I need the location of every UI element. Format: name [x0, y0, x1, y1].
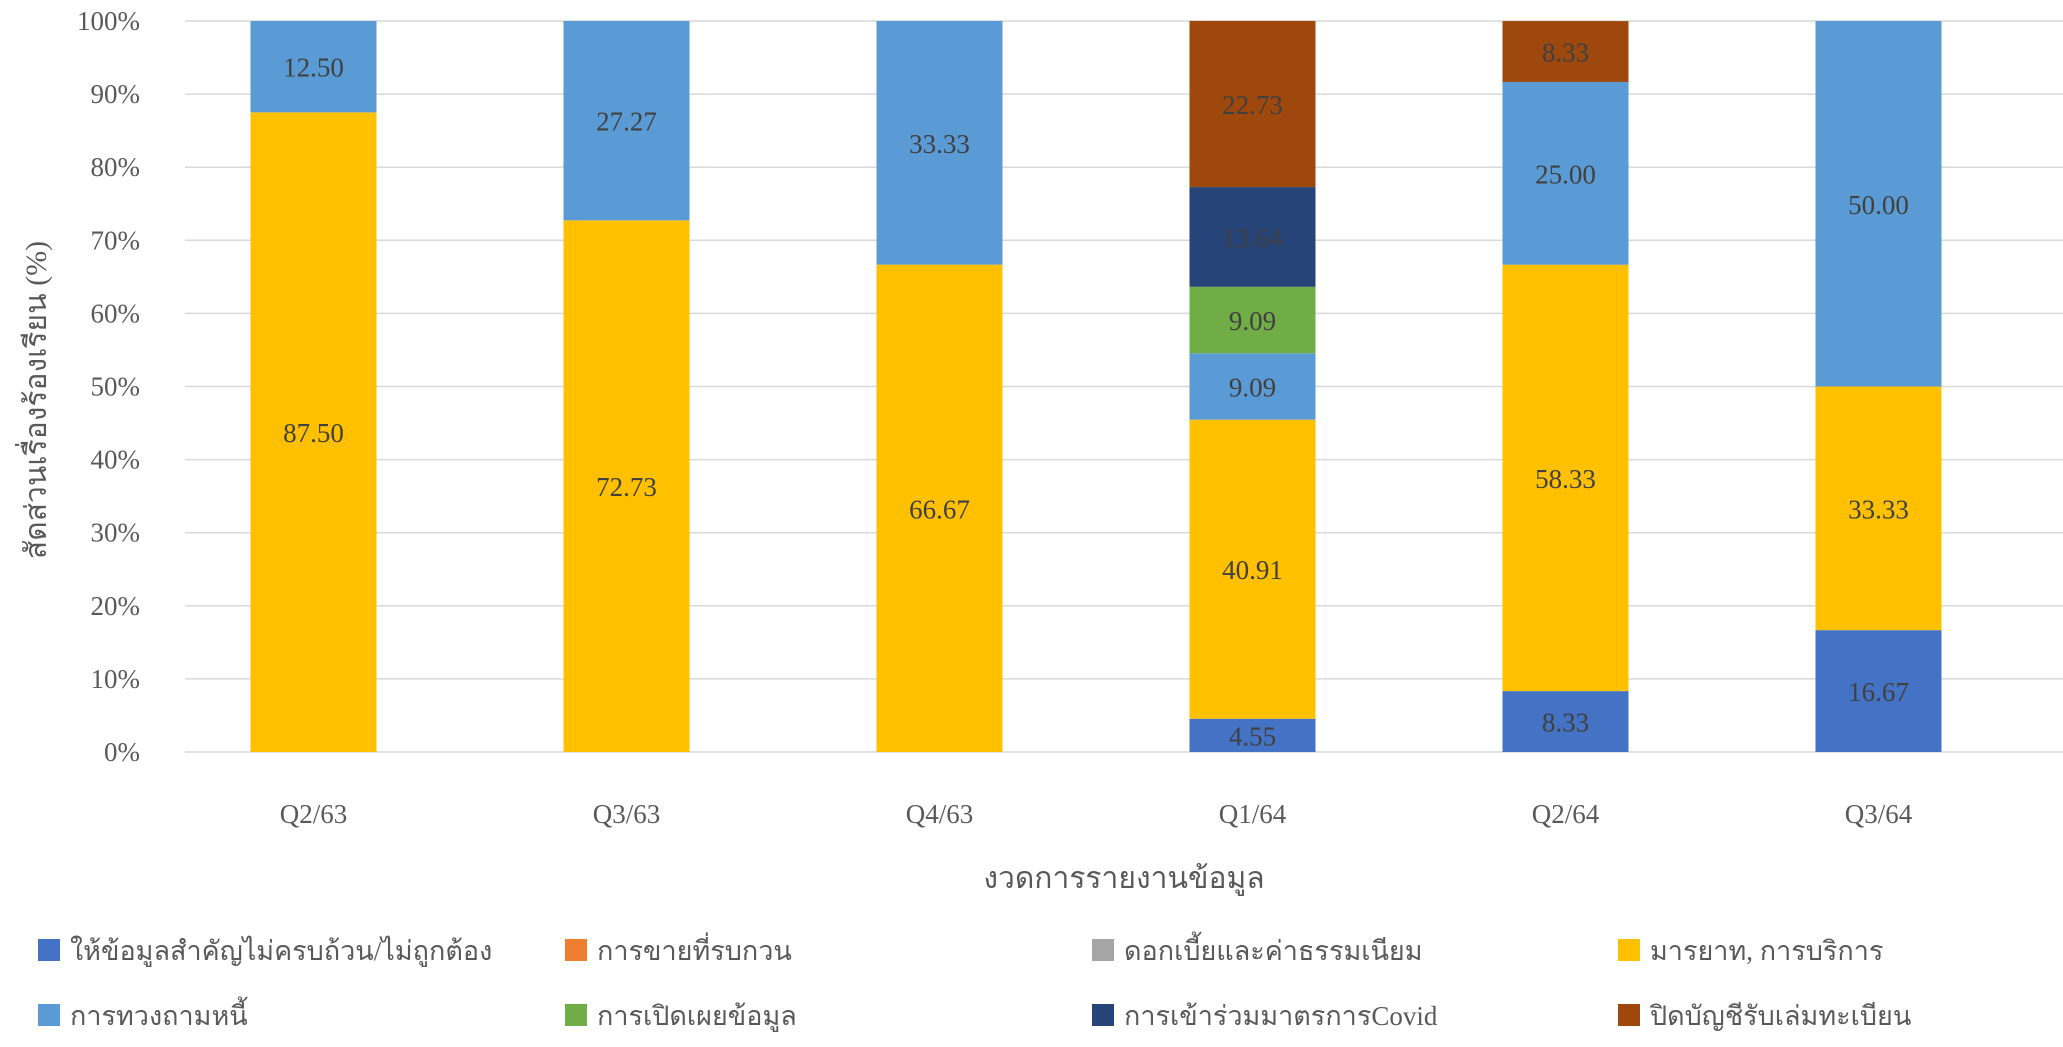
data-label: 27.27 — [596, 107, 657, 137]
legend: ให้ข้อมูลสำคัญไม่ครบถ้วน/ไม่ถูกต้อง การขา… — [38, 931, 1911, 1032]
data-label: 33.33 — [1848, 494, 1909, 524]
bar-segment — [876, 21, 1003, 265]
legend-label: ดอกเบี้ยและค่าธรรมเนียม — [1124, 931, 1423, 966]
y-axis-tick-labels: 0% 10% 20% 30% 40% 50% 60% 70% 80% 90% 100% — [77, 6, 140, 767]
y-tick-label: 90% — [91, 79, 141, 109]
bar-segment — [1815, 386, 1942, 631]
x-tick-label: Q3/63 — [593, 799, 661, 829]
gridlines — [185, 20, 2063, 753]
data-label: 66.67 — [909, 494, 970, 524]
y-tick-label: 0% — [104, 737, 140, 767]
bar-segment — [1189, 353, 1316, 420]
bar-segment — [1502, 21, 1629, 82]
legend-swatch — [1618, 1004, 1640, 1026]
data-label: 8.33 — [1542, 708, 1589, 738]
data-labels: 87.50 12.50 72.73 27.27 66.67 33.33 4.55 40.91 9… — [283, 38, 1909, 752]
data-label: 22.73 — [1222, 90, 1283, 120]
y-tick-label: 20% — [91, 591, 141, 621]
y-tick-label: 50% — [91, 372, 141, 402]
bar-segment — [1502, 264, 1629, 692]
y-tick-label: 100% — [77, 6, 140, 36]
data-label: 58.33 — [1535, 464, 1596, 494]
bar-segment — [1189, 718, 1316, 752]
y-axis-title: สัดส่วนเรื่องร้องเรียน (%) — [15, 241, 53, 559]
data-label: 50.00 — [1848, 190, 1909, 220]
data-label: 9.09 — [1229, 372, 1276, 402]
x-tick-label: Q1/64 — [1219, 799, 1287, 829]
x-tick-label: Q3/64 — [1845, 799, 1913, 829]
y-tick-label: 60% — [91, 298, 141, 328]
data-label: 12.50 — [283, 53, 344, 83]
legend-label: มารยาท, การบริการ — [1650, 936, 1883, 966]
y-tick-label: 80% — [91, 152, 141, 182]
bar-segment — [876, 264, 1003, 752]
legend-label: ปิดบัญชีรับเล่มทะเบียน — [1650, 1001, 1912, 1031]
bar-segment — [1502, 81, 1629, 265]
data-label: 16.67 — [1848, 677, 1909, 707]
bar-segment — [1189, 187, 1316, 287]
data-label: 13.64 — [1222, 223, 1283, 253]
legend-swatch — [565, 1004, 587, 1026]
legend-swatch — [38, 1004, 60, 1026]
x-axis-category-labels: Q2/63 Q3/63 Q4/63 Q1/64 Q2/64 Q3/64 — [280, 799, 1913, 829]
legend-label: ให้ข้อมูลสำคัญไม่ครบถ้วน/ไม่ถูกต้อง — [70, 935, 492, 967]
bars — [250, 20, 1942, 753]
legend-label: การเปิดเผยข้อมูล — [597, 1001, 797, 1032]
legend-label: การเข้าร่วมมาตรการCovid — [1124, 1001, 1438, 1031]
y-tick-label: 40% — [91, 445, 141, 475]
data-label: 72.73 — [596, 472, 657, 502]
data-label: 4.55 — [1229, 721, 1276, 751]
legend-label: การทวงถามหนี้ — [70, 996, 248, 1031]
legend-swatch — [1092, 939, 1114, 961]
bar-segment — [1189, 286, 1316, 354]
legend-label: การขายที่รบกวน — [597, 932, 792, 966]
data-label: 25.00 — [1535, 159, 1596, 189]
legend-swatch — [38, 939, 60, 961]
bar-segment — [250, 112, 377, 752]
bar-segment — [563, 220, 690, 753]
legend-swatch — [565, 939, 587, 961]
y-tick-label: 10% — [91, 664, 141, 694]
bar-segment — [1189, 419, 1316, 719]
x-tick-label: Q2/64 — [1532, 799, 1600, 829]
data-label: 9.09 — [1229, 306, 1276, 336]
x-tick-label: Q4/63 — [906, 799, 974, 829]
x-axis-title: งวดการรายงานข้อมูล — [983, 862, 1264, 896]
data-label: 87.50 — [283, 418, 344, 448]
x-tick-label: Q2/63 — [280, 799, 348, 829]
y-tick-label: 70% — [91, 225, 141, 255]
data-label: 33.33 — [909, 129, 970, 159]
bar-segment — [250, 21, 377, 113]
data-label: 8.33 — [1542, 38, 1589, 68]
bar-segment — [1502, 691, 1629, 752]
y-tick-label: 30% — [91, 518, 141, 548]
bar-segment — [1815, 21, 1942, 387]
bar-segment — [563, 21, 690, 221]
bar-segment — [1189, 20, 1316, 188]
legend-swatch — [1092, 1004, 1114, 1026]
legend-swatch — [1618, 939, 1640, 961]
data-label: 40.91 — [1222, 555, 1283, 585]
bar-segment — [1815, 630, 1942, 752]
